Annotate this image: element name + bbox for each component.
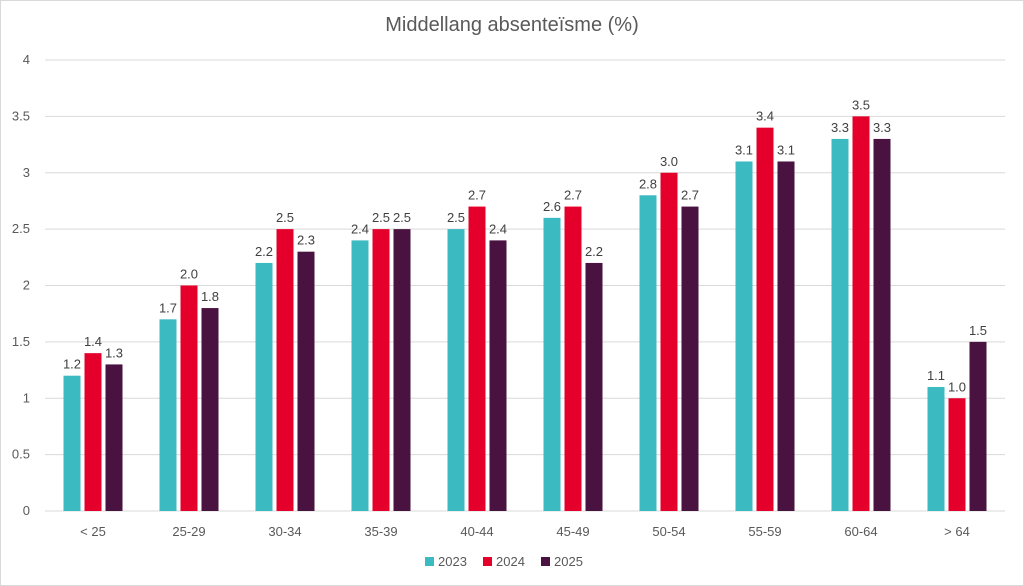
bar-2024 [564, 206, 582, 511]
data-label: 2.6 [543, 199, 561, 214]
y-tick-label: 1.5 [12, 334, 30, 349]
data-label: 2.2 [255, 244, 273, 259]
x-tick-label: 50-54 [652, 524, 685, 539]
x-tick-label: 40-44 [460, 524, 493, 539]
data-label: 3.1 [735, 142, 753, 157]
bar-2025 [585, 262, 603, 511]
data-label: 2.7 [564, 188, 582, 203]
data-label: 2.4 [351, 221, 369, 236]
data-label: 1.3 [105, 345, 123, 360]
data-label: 3.0 [660, 154, 678, 169]
y-tick-label: 1 [23, 390, 30, 405]
bar-2025 [489, 240, 507, 511]
x-tick-label: 55-59 [748, 524, 781, 539]
bar-2024 [852, 116, 870, 511]
chart-title: Middellang absenteïsme (%) [385, 14, 639, 36]
bar-2023 [351, 240, 369, 511]
bar-2024 [948, 398, 966, 511]
bar-2023 [543, 217, 561, 511]
bar-2025 [873, 138, 891, 512]
legend-label: 2025 [554, 554, 583, 569]
x-tick-label: 45-49 [556, 524, 589, 539]
data-label: 3.3 [831, 120, 849, 135]
data-label: 2.5 [372, 210, 390, 225]
x-tick-label: < 25 [80, 524, 106, 539]
data-label: 2.0 [180, 267, 198, 282]
data-label: 3.5 [852, 97, 870, 112]
data-label: 1.1 [927, 368, 945, 383]
legend-swatch [541, 557, 550, 566]
data-label: 3.4 [756, 109, 774, 124]
bar-2023 [63, 375, 81, 511]
data-label: 2.5 [393, 210, 411, 225]
x-tick-label: 30-34 [268, 524, 301, 539]
bar-2025 [393, 229, 411, 511]
x-tick-label: 35-39 [364, 524, 397, 539]
data-label: 1.2 [63, 357, 81, 372]
data-label: 2.8 [639, 176, 657, 191]
bar-2025 [681, 206, 699, 511]
x-tick-label: > 64 [944, 524, 970, 539]
data-label: 1.5 [969, 323, 987, 338]
data-label: 2.3 [297, 233, 315, 248]
bar-2023 [159, 319, 177, 511]
bar-2023 [639, 195, 657, 512]
data-label: 2.7 [681, 188, 699, 203]
bar-2024 [84, 353, 102, 511]
data-label: 3.3 [873, 120, 891, 135]
bar-2024 [276, 229, 294, 511]
legend-swatch [425, 557, 434, 566]
bar-2023 [255, 262, 273, 511]
legend-swatch [483, 557, 492, 566]
y-tick-label: 2.5 [12, 221, 30, 236]
data-label: 1.4 [84, 334, 102, 349]
legend-label: 2024 [496, 554, 525, 569]
data-label: 3.1 [777, 142, 795, 157]
data-label: 2.2 [585, 244, 603, 259]
bar-2023 [927, 386, 945, 511]
data-label: 2.5 [276, 210, 294, 225]
data-label: 1.7 [159, 300, 177, 315]
bar-2024 [372, 229, 390, 511]
bar-2024 [756, 127, 774, 512]
y-tick-label: 0 [23, 503, 30, 518]
x-tick-label: 25-29 [172, 524, 205, 539]
data-label: 1.0 [948, 379, 966, 394]
data-label: 2.7 [468, 188, 486, 203]
bar-2024 [180, 285, 198, 511]
data-label: 1.8 [201, 289, 219, 304]
y-tick-label: 2 [23, 278, 30, 293]
y-tick-label: 3 [23, 165, 30, 180]
data-label: 2.4 [489, 221, 507, 236]
bar-2024 [468, 206, 486, 511]
data-label: 2.5 [447, 210, 465, 225]
bar-2023 [831, 138, 849, 512]
bar-2025 [105, 364, 123, 511]
bar-2025 [201, 308, 219, 511]
y-tick-label: 3.5 [12, 108, 30, 123]
bar-2025 [297, 251, 315, 512]
bar-2023 [447, 229, 465, 511]
y-tick-label: 0.5 [12, 447, 30, 462]
x-tick-label: 60-64 [844, 524, 877, 539]
bar-2025 [969, 341, 987, 511]
y-tick-label: 4 [23, 52, 30, 67]
bar-2024 [660, 172, 678, 511]
legend-label: 2023 [438, 554, 467, 569]
bar-2023 [735, 161, 753, 511]
bar-2025 [777, 161, 795, 511]
